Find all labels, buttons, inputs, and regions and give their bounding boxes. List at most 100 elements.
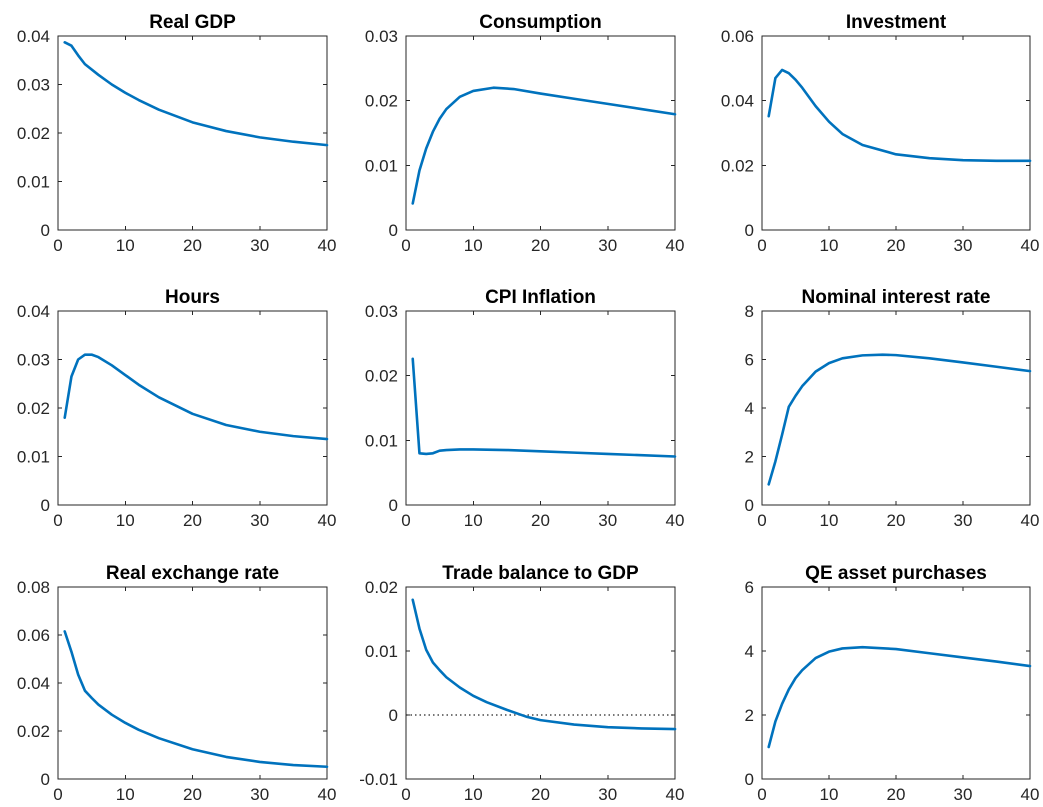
- series-line: [411, 86, 677, 205]
- subplot-title: Real exchange rate: [106, 563, 279, 584]
- y-tick-label: 8: [745, 302, 754, 321]
- y-tick-label: 2: [745, 448, 754, 467]
- y-tick-label: 0.02: [365, 92, 398, 111]
- subplot-title: QE asset purchases: [805, 563, 987, 584]
- x-tick-label: 40: [1021, 236, 1040, 255]
- y-tick-label: 0.08: [17, 578, 50, 597]
- x-tick-label: 30: [250, 511, 269, 530]
- plot-frame: [405, 310, 676, 506]
- subplot-title: Trade balance to GDP: [442, 563, 639, 584]
- x-tick-label: 30: [598, 236, 617, 255]
- y-tick-label: 4: [745, 642, 754, 661]
- y-tick-label: 6: [745, 351, 754, 370]
- x-tick-label: 40: [1021, 511, 1040, 530]
- subplot-title: CPI Inflation: [485, 287, 596, 308]
- y-tick-label: 0.03: [365, 302, 398, 321]
- series-line: [767, 645, 1032, 749]
- x-tick-label: 30: [250, 236, 269, 255]
- y-tick-label: 6: [745, 578, 754, 597]
- x-tick-label: 40: [318, 236, 337, 255]
- x-tick-label: 0: [401, 785, 410, 804]
- y-tick-label: 0: [745, 770, 754, 789]
- subplot-9: 0 10 20 30 40 0 2 4 6 QE asset purchases: [745, 563, 1040, 804]
- plot-frame: [57, 310, 328, 506]
- y-tick-label: 0: [41, 221, 50, 240]
- y-tick-label: 0.03: [17, 76, 50, 95]
- plot-frame: [761, 310, 1031, 506]
- subplot-6: 0 10 20 30 40 0 2 4 6 8 Nominal interest rate: [745, 287, 1040, 530]
- x-tick-label: 0: [757, 236, 766, 255]
- series-line: [63, 41, 329, 147]
- y-tick-label: 0: [389, 221, 398, 240]
- subplot-title: Investment: [846, 12, 947, 33]
- x-tick-label: 20: [531, 511, 550, 530]
- subplot-title: Consumption: [479, 12, 601, 33]
- y-tick-label: 0.06: [17, 626, 50, 645]
- x-tick-label: 0: [401, 511, 410, 530]
- x-tick-label: 20: [887, 511, 906, 530]
- series-line: [411, 357, 677, 458]
- plot-frame: [405, 586, 676, 780]
- x-tick-label: 20: [531, 785, 550, 804]
- y-tick-label: 2: [745, 706, 754, 725]
- subplot-title: Real GDP: [149, 12, 236, 33]
- x-tick-label: 0: [53, 511, 62, 530]
- subplot-title: Nominal interest rate: [802, 287, 991, 308]
- subplot-2: 0 10 20 30 40 0 0.01 0.02 0.03 Consumption: [365, 12, 685, 255]
- x-tick-label: 20: [183, 511, 202, 530]
- y-tick-label: 0: [389, 496, 398, 515]
- x-tick-label: 10: [464, 785, 483, 804]
- plot-frame: [761, 35, 1031, 231]
- plot-frame: [405, 35, 676, 231]
- subplot-title: Hours: [165, 287, 220, 308]
- x-tick-label: 0: [401, 236, 410, 255]
- x-tick-label: 0: [53, 785, 62, 804]
- subplot-3: 0 10 20 30 40 0 0.02 0.04 0.06 Investment: [721, 12, 1040, 255]
- y-tick-label: 0.03: [365, 27, 398, 46]
- y-tick-label: 0.01: [365, 156, 398, 175]
- x-tick-label: 10: [464, 511, 483, 530]
- plot-frame: [57, 35, 328, 231]
- x-tick-label: 40: [666, 236, 685, 255]
- x-tick-label: 20: [183, 236, 202, 255]
- y-tick-label: 0.01: [365, 431, 398, 450]
- x-tick-label: 20: [887, 785, 906, 804]
- x-tick-label: 20: [183, 785, 202, 804]
- y-tick-label: 0: [41, 496, 50, 515]
- x-tick-label: 40: [318, 511, 337, 530]
- series-line: [63, 353, 329, 441]
- y-tick-label: 0: [41, 770, 50, 789]
- y-tick-label: 0: [745, 496, 754, 515]
- y-tick-label: 0.01: [17, 173, 50, 192]
- y-tick-label: 4: [745, 399, 754, 418]
- x-tick-label: 30: [954, 511, 973, 530]
- y-tick-label: 0.04: [721, 92, 754, 111]
- subplot-4: 0 10 20 30 40 0 0.01 0.02 0.03 0.04 Hours: [17, 287, 337, 530]
- x-tick-label: 40: [318, 785, 337, 804]
- x-tick-label: 0: [757, 785, 766, 804]
- series-line: [63, 630, 329, 769]
- x-tick-label: 30: [954, 785, 973, 804]
- y-tick-label: 0.04: [17, 302, 50, 321]
- x-tick-label: 30: [598, 785, 617, 804]
- y-tick-label: 0: [389, 706, 398, 725]
- y-tick-label: 0: [745, 221, 754, 240]
- y-tick-label: 0.02: [17, 399, 50, 418]
- series-line: [411, 598, 677, 731]
- x-tick-label: 40: [666, 785, 685, 804]
- x-tick-label: 20: [531, 236, 550, 255]
- y-tick-label: 0.01: [365, 642, 398, 661]
- x-tick-label: 10: [116, 785, 135, 804]
- y-tick-label: 0.01: [17, 448, 50, 467]
- x-tick-label: 0: [757, 511, 766, 530]
- y-tick-label: 0.04: [17, 27, 50, 46]
- y-tick-label: 0.03: [17, 351, 50, 370]
- x-tick-label: 30: [954, 236, 973, 255]
- y-tick-label: 0.02: [365, 367, 398, 386]
- x-tick-label: 20: [887, 236, 906, 255]
- x-tick-label: 10: [116, 511, 135, 530]
- x-tick-label: 40: [666, 511, 685, 530]
- y-tick-label: -0.01: [359, 770, 398, 789]
